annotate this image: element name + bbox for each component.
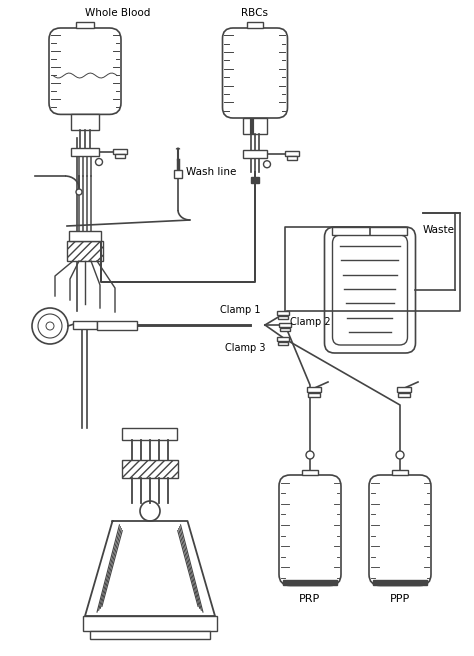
Bar bbox=[174, 170, 182, 178]
Circle shape bbox=[264, 161, 271, 168]
Bar bbox=[73, 321, 97, 329]
Circle shape bbox=[95, 159, 102, 165]
Text: RBCs: RBCs bbox=[241, 8, 268, 18]
Bar bbox=[115, 154, 125, 158]
Text: Clamp 1: Clamp 1 bbox=[220, 305, 261, 315]
Bar bbox=[332, 227, 408, 235]
Bar bbox=[71, 114, 99, 130]
Text: Whole Blood: Whole Blood bbox=[85, 8, 150, 18]
FancyBboxPatch shape bbox=[49, 28, 121, 114]
Bar bbox=[122, 460, 178, 478]
Bar bbox=[83, 616, 217, 631]
Text: Clamp 3: Clamp 3 bbox=[225, 343, 265, 353]
Bar bbox=[287, 156, 297, 160]
Bar bbox=[302, 470, 318, 475]
Bar bbox=[67, 241, 103, 261]
FancyBboxPatch shape bbox=[369, 475, 431, 586]
FancyBboxPatch shape bbox=[325, 227, 416, 353]
Bar bbox=[71, 148, 99, 156]
Text: PPP: PPP bbox=[390, 594, 410, 604]
Bar bbox=[243, 150, 267, 158]
Bar bbox=[90, 631, 210, 639]
Circle shape bbox=[32, 308, 68, 344]
Circle shape bbox=[46, 322, 54, 330]
FancyBboxPatch shape bbox=[279, 475, 341, 586]
Bar bbox=[277, 337, 289, 341]
Bar bbox=[397, 387, 411, 392]
FancyBboxPatch shape bbox=[222, 28, 288, 118]
Bar bbox=[279, 323, 291, 327]
Bar bbox=[247, 22, 263, 28]
Text: Clamp 2: Clamp 2 bbox=[290, 317, 331, 327]
Bar bbox=[392, 470, 408, 475]
FancyBboxPatch shape bbox=[332, 235, 408, 345]
Wedge shape bbox=[176, 148, 180, 150]
Bar bbox=[113, 149, 127, 154]
Text: Wash line: Wash line bbox=[186, 167, 237, 177]
Bar bbox=[278, 342, 288, 345]
Bar bbox=[278, 316, 288, 319]
Bar bbox=[251, 177, 259, 183]
Bar bbox=[122, 428, 177, 440]
Bar bbox=[307, 387, 321, 392]
FancyBboxPatch shape bbox=[51, 75, 119, 114]
Bar bbox=[97, 321, 137, 330]
Bar bbox=[243, 118, 267, 134]
Polygon shape bbox=[85, 521, 215, 616]
Text: Waste: Waste bbox=[422, 225, 455, 235]
Circle shape bbox=[306, 451, 314, 459]
Circle shape bbox=[76, 189, 82, 195]
Circle shape bbox=[396, 451, 404, 459]
Bar bbox=[285, 152, 299, 156]
Bar bbox=[280, 328, 290, 331]
Circle shape bbox=[140, 501, 160, 521]
Text: PRP: PRP bbox=[300, 594, 320, 604]
Bar bbox=[277, 311, 289, 315]
Bar bbox=[283, 579, 337, 584]
Bar bbox=[373, 579, 427, 584]
Circle shape bbox=[38, 314, 62, 338]
Bar bbox=[69, 231, 101, 241]
Bar bbox=[308, 393, 320, 397]
Bar bbox=[398, 393, 410, 397]
Bar bbox=[76, 22, 94, 28]
